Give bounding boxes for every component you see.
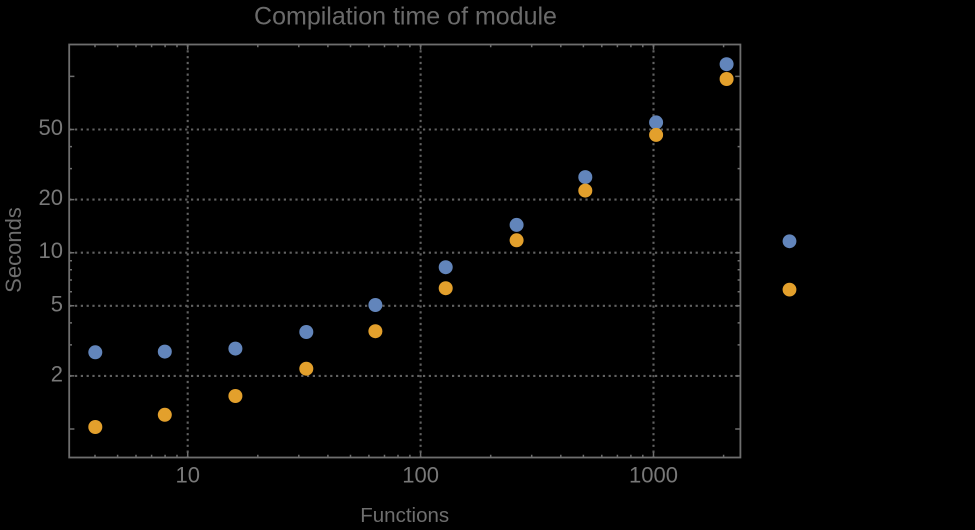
svg-text:5: 5: [51, 291, 63, 316]
svg-text:10: 10: [175, 463, 199, 488]
svg-text:Compilation time of module: Compilation time of module: [254, 2, 557, 30]
svg-text:2: 2: [51, 361, 63, 386]
svg-text:20: 20: [39, 185, 63, 210]
svg-text:Functions: Functions: [360, 504, 449, 525]
svg-text:10: 10: [39, 238, 63, 263]
svg-text:1000: 1000: [629, 463, 678, 488]
svg-text:50: 50: [39, 115, 63, 140]
svg-text:Seconds: Seconds: [1, 207, 26, 293]
svg-text:100: 100: [402, 463, 439, 488]
